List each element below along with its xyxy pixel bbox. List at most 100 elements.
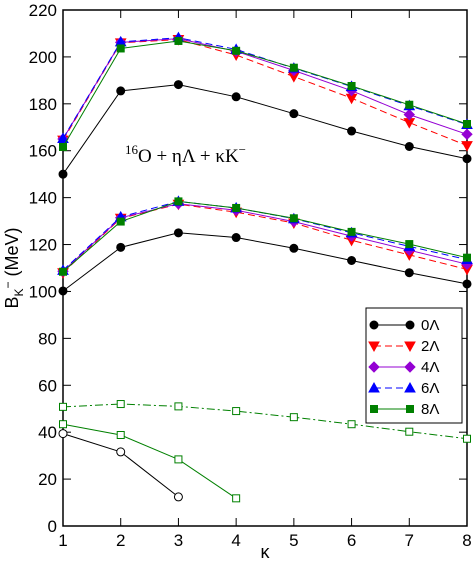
data-point bbox=[174, 36, 183, 45]
data-point bbox=[116, 400, 125, 409]
annotation-sup2: − bbox=[239, 142, 246, 157]
data-point bbox=[232, 494, 241, 503]
svg-text:BK− (MeV): BK− (MeV) bbox=[1, 227, 26, 308]
data-point bbox=[405, 427, 414, 436]
y-tick-label: 200 bbox=[29, 48, 57, 67]
x-tick-label: 3 bbox=[174, 531, 183, 550]
data-point bbox=[405, 320, 415, 330]
data-point bbox=[368, 341, 380, 353]
data-point bbox=[404, 268, 414, 278]
data-point bbox=[368, 381, 380, 393]
data-point bbox=[404, 361, 416, 373]
series-upper bbox=[58, 80, 472, 179]
series-middle bbox=[59, 197, 471, 276]
series-line bbox=[62, 200, 468, 273]
data-point bbox=[116, 242, 126, 252]
data-point bbox=[461, 128, 473, 141]
x-tick-label: 4 bbox=[231, 531, 240, 550]
series-lower bbox=[59, 420, 241, 503]
data-point bbox=[59, 267, 67, 276]
series-line bbox=[62, 200, 468, 271]
data-point bbox=[58, 429, 68, 439]
x-axis-title: κ bbox=[261, 542, 271, 562]
data-point bbox=[58, 286, 68, 296]
legend-label: 2Λ bbox=[421, 338, 439, 355]
y-axis-title: BK− (MeV) bbox=[1, 227, 26, 308]
x-tick-label: 7 bbox=[405, 531, 414, 550]
data-point bbox=[116, 217, 125, 226]
series-line bbox=[62, 84, 468, 175]
y-tick-label: 180 bbox=[29, 95, 57, 114]
y-tick-label: 20 bbox=[38, 470, 57, 489]
data-point bbox=[463, 253, 471, 262]
data-point bbox=[232, 203, 241, 212]
data-point bbox=[462, 154, 472, 164]
y-tick-label: 0 bbox=[48, 517, 57, 536]
data-point bbox=[462, 279, 472, 289]
data-point bbox=[463, 119, 471, 128]
data-point bbox=[404, 381, 416, 393]
y-tick-label: 220 bbox=[29, 1, 57, 20]
data-point bbox=[368, 361, 380, 373]
y-tick-label: 60 bbox=[38, 376, 57, 395]
annotation-text: O + ηΛ + κK bbox=[138, 146, 239, 167]
legend-label: 8Λ bbox=[421, 401, 439, 418]
x-tick-label: 8 bbox=[462, 531, 471, 550]
data-point bbox=[347, 255, 357, 265]
data-point bbox=[116, 430, 125, 439]
y-tick-label: 80 bbox=[38, 329, 57, 348]
data-point bbox=[406, 405, 414, 413]
series-middle bbox=[57, 199, 473, 279]
series-line bbox=[62, 40, 468, 148]
y-axis-title-sup: − bbox=[1, 281, 15, 288]
y-axis-title-tail: (MeV) bbox=[2, 227, 22, 281]
series-upper bbox=[59, 36, 471, 151]
series-middle bbox=[58, 228, 472, 296]
x-tick-label: 6 bbox=[347, 531, 356, 550]
data-point bbox=[289, 214, 298, 223]
data-point bbox=[59, 420, 67, 429]
y-axis-title-main: B bbox=[2, 297, 22, 309]
data-point bbox=[289, 243, 299, 253]
data-point bbox=[369, 320, 379, 330]
data-point bbox=[289, 413, 298, 422]
data-point bbox=[59, 402, 67, 411]
data-point bbox=[289, 63, 298, 72]
data-point bbox=[232, 407, 241, 416]
y-tick-label: 140 bbox=[29, 189, 57, 208]
series-middle bbox=[57, 195, 473, 275]
y-tick-label: 120 bbox=[29, 236, 57, 255]
data-point bbox=[57, 132, 69, 144]
data-point bbox=[461, 141, 473, 152]
data-point bbox=[116, 86, 126, 96]
legend-item: 8Λ bbox=[370, 401, 439, 418]
legend-items: 0Λ 2Λ 4Λ 6Λ 8Λ bbox=[368, 317, 439, 418]
series-line bbox=[62, 433, 179, 498]
series-layer bbox=[57, 31, 473, 503]
x-tick-label: 1 bbox=[58, 531, 67, 550]
series-line bbox=[62, 38, 468, 140]
legend-item: 0Λ bbox=[369, 317, 439, 334]
data-point bbox=[347, 227, 356, 236]
data-point bbox=[347, 126, 357, 136]
data-point bbox=[174, 402, 183, 411]
data-point bbox=[231, 233, 241, 243]
data-point bbox=[58, 169, 68, 179]
x-tick-label: 2 bbox=[116, 531, 125, 550]
data-point bbox=[347, 420, 356, 429]
data-point bbox=[404, 142, 414, 152]
data-point bbox=[59, 142, 67, 151]
data-point bbox=[463, 434, 471, 443]
series-lower bbox=[59, 400, 471, 443]
legend: 0Λ 2Λ 4Λ 6Λ 8Λ bbox=[365, 307, 463, 424]
data-point bbox=[404, 341, 416, 353]
x-tick-label: 5 bbox=[289, 531, 298, 550]
data-point bbox=[231, 92, 241, 102]
legend-item: 2Λ bbox=[368, 338, 439, 355]
data-point bbox=[370, 405, 378, 413]
data-point bbox=[174, 197, 183, 206]
data-point bbox=[116, 44, 125, 53]
series-line bbox=[62, 203, 468, 272]
